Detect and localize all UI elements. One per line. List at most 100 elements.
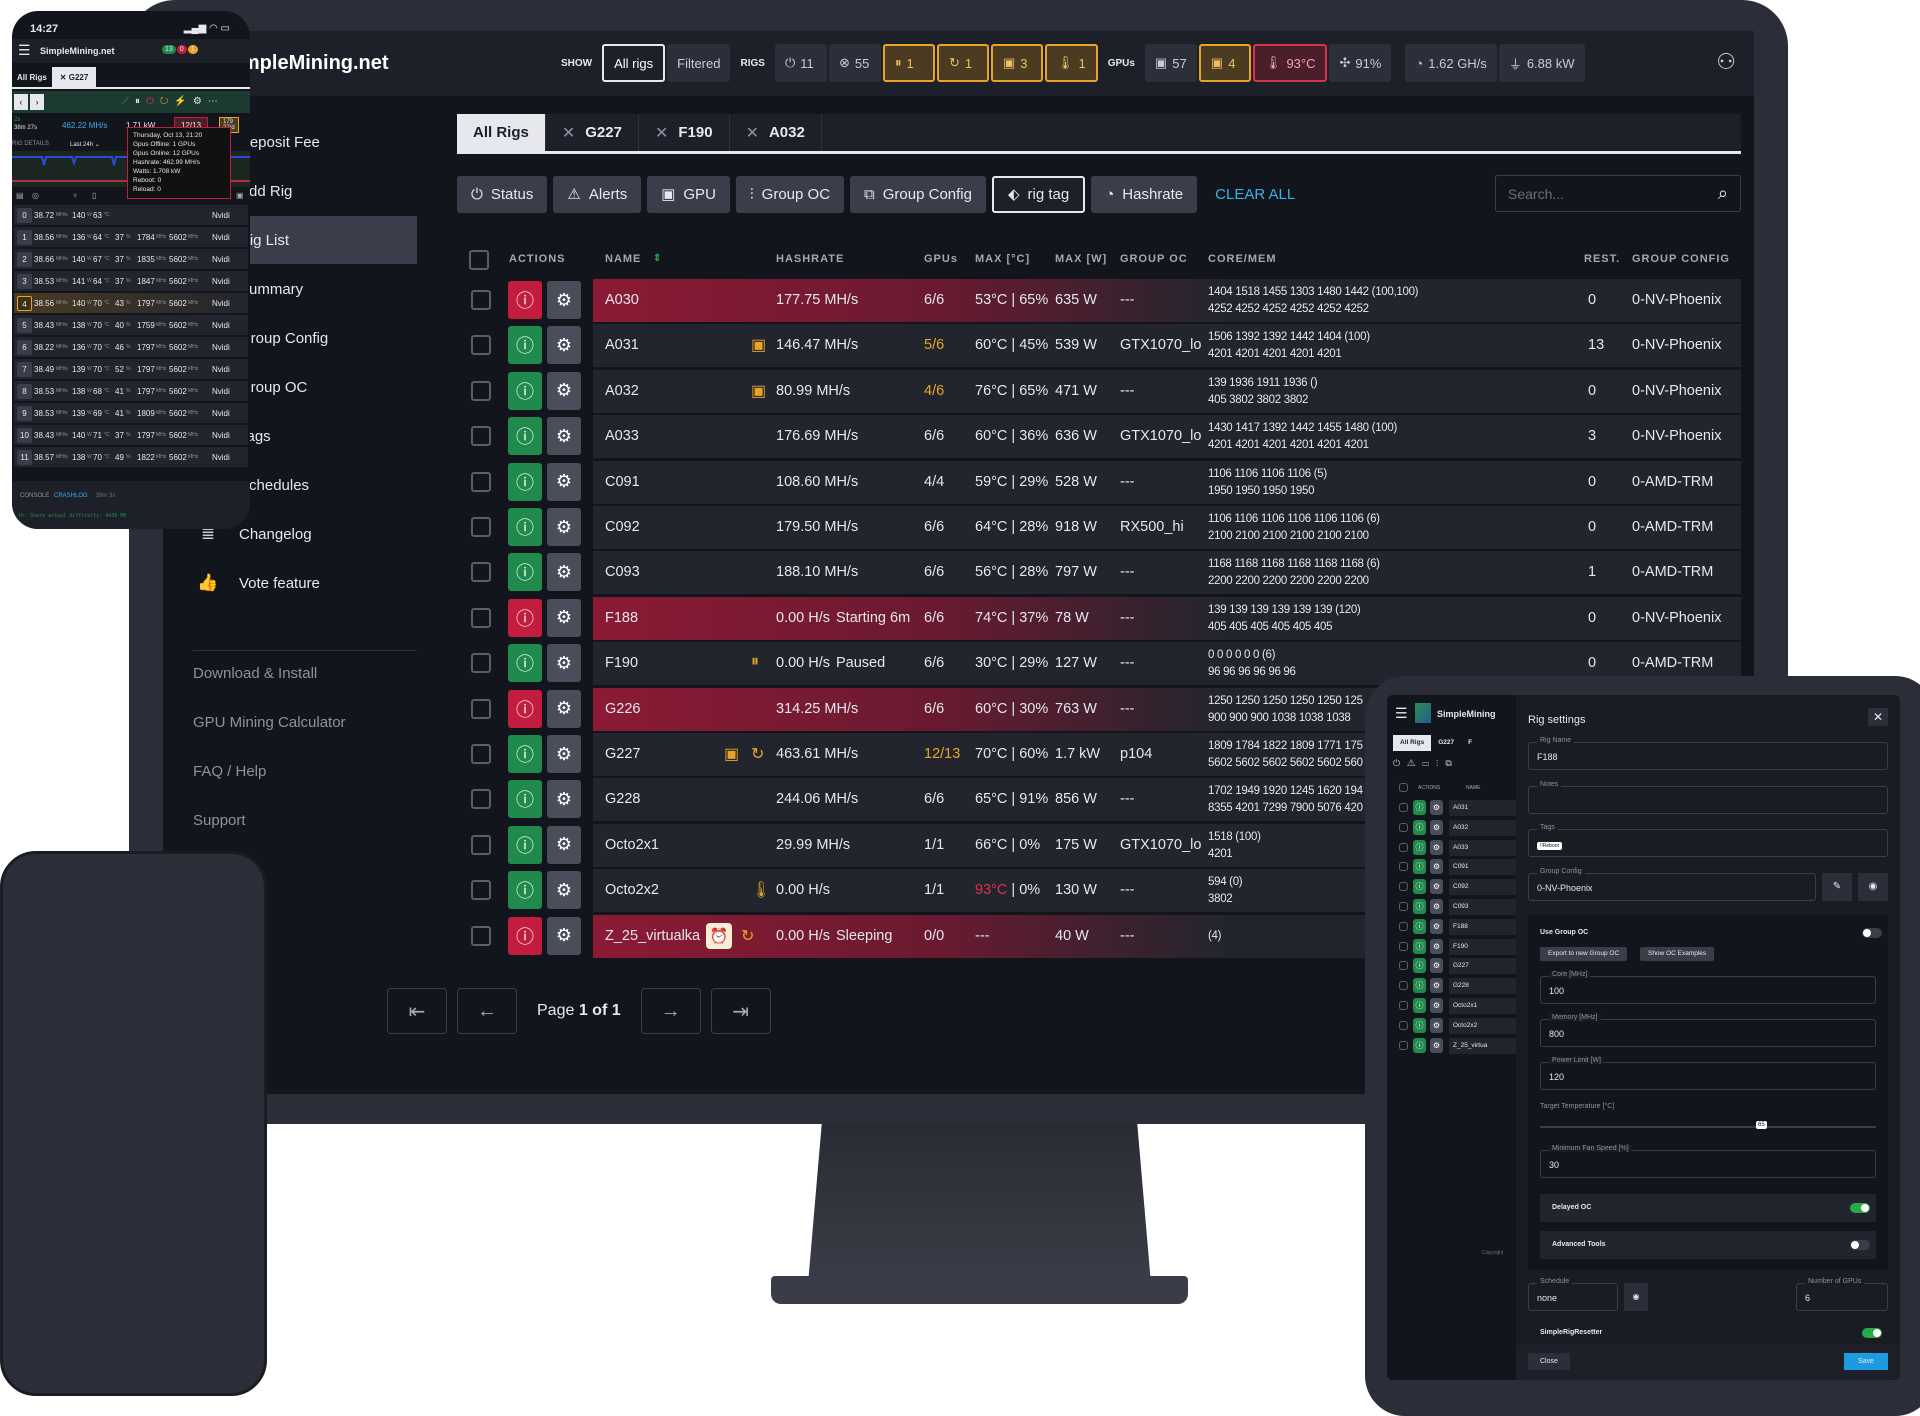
stat-gpu[interactable]: ▣ 57: [1144, 44, 1197, 82]
info-button[interactable]: ⓘ: [508, 598, 542, 637]
settings-button[interactable]: ⚙: [1430, 859, 1443, 875]
info-button[interactable]: ⓘ: [508, 825, 542, 864]
info-button[interactable]: ⓘ: [508, 735, 542, 773]
settings-button[interactable]: ⚙: [547, 508, 581, 546]
rig-action-icons[interactable]: ⟋⏸⏻↻⚡⚙⋯: [122, 96, 224, 107]
stat-temperature-high[interactable]: 🌡 93°C: [1252, 44, 1328, 82]
rig-name[interactable]: G228: [1449, 978, 1516, 995]
rig-name[interactable]: F188: [1449, 918, 1516, 935]
show-all-rigs-button[interactable]: All rigs: [602, 44, 666, 82]
clear-all-link[interactable]: CLEAR ALL: [1215, 185, 1296, 203]
info-button[interactable]: ⓘ: [1413, 819, 1426, 835]
settings-button[interactable]: ⚙: [1430, 819, 1443, 835]
settings-button[interactable]: ⚙: [1430, 839, 1443, 855]
rig-name[interactable]: A033: [605, 428, 639, 445]
table-row[interactable]: ⓘ ⚙ A032 ▣ 80.99 MH/s 4/6 76°C | 65% 471 W --- 139 …: [457, 369, 1741, 413]
search-input[interactable]: [1508, 185, 1698, 202]
gpu-row[interactable]: 11 38.57 MH/s 138 W 70 °C 49% 1822 MHz 5602 MHz Nvid…: [14, 447, 248, 467]
settings-button[interactable]: ⚙: [1430, 800, 1443, 815]
gpu-row[interactable]: 10 38.43 MH/s 140 W 71 °C 37% 1797 MHz 5602 MHz Nvid…: [14, 425, 248, 445]
tab-all-rigs[interactable]: All Rigs: [457, 114, 546, 151]
row-checkbox[interactable]: [1399, 882, 1408, 892]
settings-button[interactable]: ⚙: [547, 689, 581, 728]
table-row[interactable]: ⓘ ⚙ C091 108.60 MH/s 4/4 59°C | 29% 528 W --- 1106…: [457, 460, 1741, 504]
resetter-toggle[interactable]: [1862, 1328, 1882, 1338]
table-row[interactable]: ⓘ ⚙ A033 176.69 MH/s 6/6 60°C | 36% 636 W GTX1070…: [457, 415, 1741, 459]
row-checkbox[interactable]: [1399, 941, 1408, 951]
settings-button[interactable]: ⚙: [547, 553, 581, 592]
rig-name[interactable]: C092: [1449, 879, 1516, 896]
info-button[interactable]: ⓘ: [1413, 918, 1426, 934]
settings-button[interactable]: ⚙: [547, 825, 581, 864]
rig-name[interactable]: G227: [1449, 958, 1516, 975]
filter-status[interactable]: ⏻ Status: [457, 175, 548, 213]
info-button[interactable]: ⓘ: [508, 371, 542, 410]
filter-alerts[interactable]: ⚠ Alerts: [553, 175, 642, 213]
tablet-rig-row[interactable]: ⓘ ⚙ G227: [1387, 957, 1516, 975]
rig-name[interactable]: C093: [1449, 899, 1516, 915]
info-button[interactable]: ⓘ: [1413, 1017, 1426, 1033]
phone-badges[interactable]: 13 0 1: [162, 45, 198, 54]
sidebar-link[interactable]: Support: [193, 812, 246, 829]
export-group-oc-button[interactable]: Export to new Group OC: [1540, 947, 1628, 961]
field-memory[interactable]: Memory [MHz] 800: [1540, 1014, 1876, 1047]
tablet-rig-row[interactable]: ⓘ ⚙ C092: [1387, 878, 1516, 896]
info-button[interactable]: ⓘ: [508, 689, 542, 728]
menu-icon[interactable]: ☰: [1395, 705, 1408, 721]
close-tab-icon[interactable]: ✕: [654, 124, 669, 142]
rig-name[interactable]: Octo2x1: [1449, 998, 1516, 1014]
show-filtered-button[interactable]: Filtered: [667, 44, 731, 82]
row-checkbox[interactable]: [471, 335, 491, 356]
filter-group-oc[interactable]: ⫶ Group OC: [735, 175, 845, 213]
field-rig_name[interactable]: Rig Name F188: [1528, 737, 1888, 770]
settings-button[interactable]: ⚙: [547, 417, 581, 456]
info-button[interactable]: ⓘ: [1413, 899, 1426, 914]
tablet-rig-row[interactable]: ⓘ ⚙ Octo2x1: [1387, 997, 1516, 1015]
tablet-rig-row[interactable]: ⓘ ⚙ Z_25_virtua: [1387, 1037, 1516, 1055]
rig-name[interactable]: C091: [1449, 859, 1516, 876]
info-button[interactable]: ⓘ: [508, 871, 542, 910]
row-checkbox[interactable]: [1399, 961, 1408, 971]
slider-thumb[interactable]: 65: [1756, 1121, 1767, 1129]
row-checkbox[interactable]: [1399, 902, 1408, 911]
filter-hashrate[interactable]: ◔ Hashrate: [1091, 175, 1198, 213]
rig-name[interactable]: Octo2x1: [605, 836, 659, 853]
stat-reboot[interactable]: ↻ 1: [936, 44, 989, 82]
settings-button[interactable]: ⚙: [547, 281, 581, 319]
settings-button[interactable]: ⚙: [547, 598, 581, 637]
settings-button[interactable]: ⚙: [1430, 1017, 1443, 1033]
filter-group-config[interactable]: ⧉ Group Config: [850, 175, 986, 213]
row-checkbox[interactable]: [471, 471, 491, 492]
settings-button[interactable]: ⚙: [1430, 1037, 1443, 1053]
tablet-tab[interactable]: G227: [1438, 739, 1455, 746]
rig-name[interactable]: C092: [605, 519, 640, 535]
row-checkbox[interactable]: [1399, 921, 1408, 931]
row-checkbox[interactable]: [1399, 1001, 1408, 1010]
info-button[interactable]: ⓘ: [1413, 800, 1426, 815]
select-all-checkbox[interactable]: [469, 250, 489, 270]
view-group-config-button[interactable]: ◉: [1858, 873, 1888, 901]
info-button[interactable]: ⓘ: [1413, 1037, 1426, 1053]
info-button[interactable]: ⓘ: [508, 281, 542, 319]
info-button[interactable]: ⓘ: [1413, 859, 1426, 875]
field-min_fan[interactable]: Minimum Fan Speed [%] 30: [1540, 1145, 1876, 1178]
tablet-rig-row[interactable]: ⓘ ⚙ F190: [1387, 938, 1516, 956]
row-checkbox[interactable]: [471, 517, 491, 537]
gpu-row[interactable]: 6 38.22 MH/s 136 W 70 °C 46% 1797 MHz 5602 MHz Nvidi: [14, 337, 248, 357]
tag-chip[interactable]: !!Reboot: [1537, 842, 1562, 850]
field-tags[interactable]: Tags !!Reboot: [1528, 824, 1888, 857]
settings-button[interactable]: ⚙: [547, 462, 581, 501]
settings-button[interactable]: ⚙: [547, 644, 581, 683]
tab-g227[interactable]: ✕ G227: [546, 114, 639, 151]
info-button[interactable]: ⓘ: [508, 417, 542, 456]
tab-a032[interactable]: ✕ A032: [730, 114, 822, 151]
row-checkbox[interactable]: [1399, 1040, 1408, 1050]
advanced_tools-toggle[interactable]: [1850, 1240, 1870, 1250]
row-checkbox[interactable]: [471, 925, 491, 946]
show-oc-examples-button[interactable]: Show OC Examples: [1640, 947, 1715, 961]
row-checkbox[interactable]: [1399, 803, 1408, 812]
gpu-row[interactable]: 5 38.43 MH/s 138 W 70 °C 40% 1759 MHz 5602 MHz Nvidi: [14, 315, 248, 335]
table-row[interactable]: ⓘ ⚙ A031 ▣ 146.47 MH/s 5/6 60°C | 45% 539 W GTX107…: [457, 324, 1741, 368]
tablet-rig-row[interactable]: ⓘ ⚙ G228: [1387, 977, 1516, 995]
sidebar-item-vote-feature[interactable]: 👍 Vote feature: [163, 559, 417, 607]
